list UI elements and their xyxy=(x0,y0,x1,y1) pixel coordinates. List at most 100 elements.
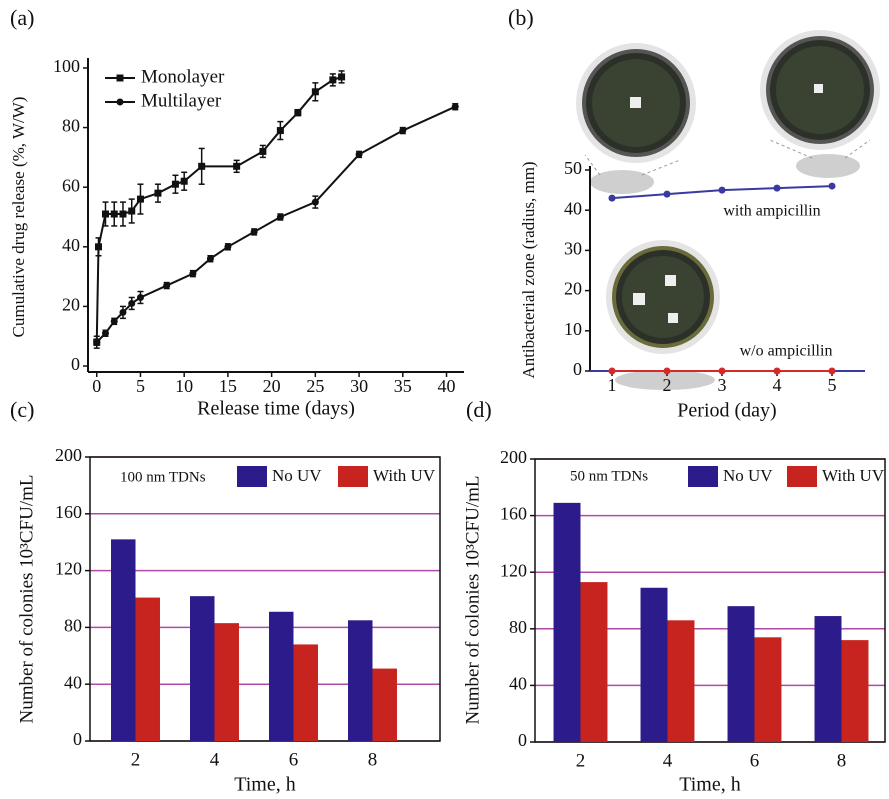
bar xyxy=(190,596,215,741)
x-tick-label: 8 xyxy=(368,749,378,770)
bar xyxy=(727,606,755,742)
x-tick-label: 40 xyxy=(438,376,456,396)
legend-label: With UV xyxy=(822,466,885,485)
x-tick-label: 30 xyxy=(350,376,368,396)
y-tick-label: 160 xyxy=(55,502,82,522)
y-tick-label: 60 xyxy=(62,175,80,195)
marker xyxy=(136,293,144,301)
marker xyxy=(136,195,144,203)
marker xyxy=(276,213,284,221)
bar xyxy=(293,644,318,741)
marker xyxy=(663,367,671,375)
marker xyxy=(294,109,302,117)
y-tick-label: 40 xyxy=(64,672,82,692)
y-tick-label: 80 xyxy=(509,617,527,637)
bar xyxy=(754,637,782,742)
marker xyxy=(608,194,616,202)
panel-label: (c) xyxy=(10,397,34,422)
legend-label: No UV xyxy=(272,466,322,485)
marker xyxy=(399,127,407,135)
bar xyxy=(214,623,239,741)
panel-label: (a) xyxy=(10,5,34,30)
marker xyxy=(608,367,616,375)
y-axis-label: Number of colonies 10³CFU/mL xyxy=(462,476,483,725)
marker xyxy=(828,367,836,375)
y-tick-label: 120 xyxy=(55,559,82,579)
legend-swatch xyxy=(688,466,718,487)
y-tick-label: 10 xyxy=(564,319,582,339)
y-axis-label: Antibacterial zone (radius, mm) xyxy=(519,161,538,378)
bar xyxy=(580,582,608,742)
marker xyxy=(154,189,162,197)
marker xyxy=(311,88,319,96)
x-tick-label: 5 xyxy=(136,376,145,396)
marker xyxy=(163,282,171,290)
y-tick-label: 100 xyxy=(53,56,80,76)
marker xyxy=(718,367,726,375)
y-tick-label: 40 xyxy=(564,198,582,218)
bar xyxy=(269,611,294,741)
marker xyxy=(198,162,206,170)
marker xyxy=(233,162,241,170)
bar xyxy=(553,502,581,742)
bar xyxy=(814,616,842,742)
panel: (b) Period (day) Antibacterial zone (radiu… xyxy=(508,5,865,422)
x-tick-label: 10 xyxy=(175,376,193,396)
y-tick-label: 160 xyxy=(500,504,527,524)
x-tick-label: 6 xyxy=(289,749,299,770)
panel: (a) Release time (days) Cumulative drug re… xyxy=(9,5,464,420)
y-tick-label: 200 xyxy=(55,445,82,465)
y-tick-label: 30 xyxy=(564,239,582,259)
bar xyxy=(667,620,695,742)
x-tick-label: 3 xyxy=(718,375,727,395)
marker xyxy=(128,299,136,307)
marker xyxy=(189,270,197,278)
bar xyxy=(372,668,397,741)
marker xyxy=(119,308,127,316)
series-line xyxy=(96,105,456,343)
bar xyxy=(841,640,869,742)
legend-label: With UV xyxy=(373,466,436,485)
legend-label: No UV xyxy=(723,466,773,485)
marker xyxy=(101,329,109,337)
y-tick-label: 80 xyxy=(64,616,82,636)
y-tick-label: 0 xyxy=(573,359,582,379)
marker xyxy=(206,255,214,263)
y-tick-label: 40 xyxy=(509,674,527,694)
plot-frame xyxy=(534,458,886,743)
marker xyxy=(663,190,671,198)
x-tick-label: 4 xyxy=(773,375,782,395)
legend-swatch xyxy=(237,466,267,487)
annotation: 50 nm TDNs xyxy=(570,468,648,484)
x-tick-label: 4 xyxy=(663,750,673,771)
x-tick-label: 1 xyxy=(608,375,617,395)
series-label: with ampicillin xyxy=(723,203,820,220)
marker xyxy=(119,210,127,218)
panel-label: (d) xyxy=(466,397,492,422)
marker xyxy=(259,147,267,155)
y-axis-label: Cumulative drug release (%, W/W) xyxy=(9,97,28,338)
marker xyxy=(94,243,102,251)
x-axis-label: Time, h xyxy=(234,774,296,796)
legend-marker xyxy=(116,98,124,106)
x-tick-label: 2 xyxy=(663,375,672,395)
legend-swatch xyxy=(787,466,817,487)
marker xyxy=(451,103,459,111)
x-tick-label: 4 xyxy=(210,749,220,770)
marker xyxy=(110,317,118,325)
y-tick-label: 40 xyxy=(62,235,80,255)
x-tick-label: 6 xyxy=(750,750,760,771)
y-tick-label: 50 xyxy=(564,158,582,178)
legend-marker xyxy=(116,74,124,82)
petri-dish-images xyxy=(576,30,880,390)
annotation: 100 nm TDNs xyxy=(120,469,206,485)
marker xyxy=(171,180,179,188)
y-axis-label: Number of colonies 10³CFU/mL xyxy=(16,475,37,724)
bar xyxy=(640,587,668,742)
x-axis-label: Period (day) xyxy=(677,400,776,422)
plot-frame xyxy=(89,456,441,742)
marker xyxy=(93,338,101,346)
bar xyxy=(111,539,136,741)
marker xyxy=(101,210,109,218)
